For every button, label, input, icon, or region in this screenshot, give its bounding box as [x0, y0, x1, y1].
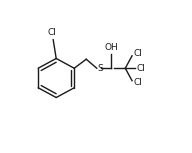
Text: Cl: Cl: [133, 49, 142, 58]
Text: Cl: Cl: [136, 64, 145, 73]
Text: Cl: Cl: [47, 28, 56, 37]
Text: OH: OH: [104, 43, 118, 52]
Text: S: S: [97, 64, 103, 73]
Text: Cl: Cl: [133, 78, 142, 87]
